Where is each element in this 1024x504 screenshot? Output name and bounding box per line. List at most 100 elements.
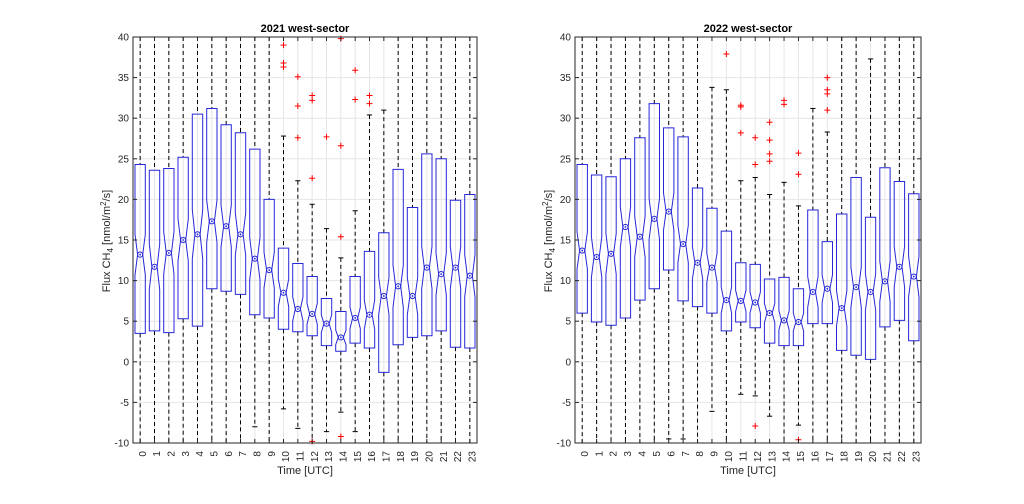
notched-box (292, 263, 304, 333)
x-tick-label: 10 (724, 451, 735, 463)
notched-box (850, 177, 862, 356)
median-dot (225, 225, 228, 228)
median-dot (167, 252, 170, 254)
x-tick-label: 23 (467, 451, 478, 463)
x-tick-label: 17 (381, 451, 392, 463)
median-dot (869, 291, 872, 293)
notched-box (206, 108, 218, 290)
box-5 (206, 37, 218, 443)
x-tick-label: 3 (181, 451, 192, 457)
box-11 (735, 102, 747, 395)
x-tick-label: 5 (209, 451, 220, 457)
box-series (576, 37, 920, 443)
x-tick-label: 2 (609, 451, 620, 457)
outlier-marker (737, 129, 744, 136)
median-marker (137, 251, 144, 258)
median-dot (653, 217, 656, 220)
box-0 (576, 37, 588, 443)
x-tick-label: 6 (224, 451, 235, 457)
x-tick-label: 17 (825, 451, 836, 463)
x-tick-label: 3 (623, 451, 634, 457)
outlier-marker (366, 92, 373, 99)
grid-lines (575, 36, 921, 444)
y-label-unit-a: [nmol/m (543, 206, 555, 248)
box-12 (749, 134, 761, 429)
box-10 (277, 42, 290, 410)
box-4 (191, 37, 204, 443)
median-marker (309, 310, 316, 317)
x-tick-label: 0 (138, 451, 149, 457)
y-tick-label: 35 (118, 73, 130, 84)
median-dot (354, 317, 357, 319)
box-3 (177, 37, 189, 443)
median-marker (423, 264, 430, 271)
median-dot (797, 321, 800, 323)
median-dot (739, 300, 742, 302)
notched-box (349, 276, 361, 344)
notched-box (249, 148, 261, 316)
median-marker (680, 240, 687, 248)
notched-box (177, 156, 189, 320)
outlier-marker (309, 97, 316, 104)
x-tick-label: 1 (594, 451, 605, 457)
box-8 (691, 37, 704, 443)
notched-box (778, 276, 790, 347)
median-marker (237, 231, 244, 238)
outlier-marker (352, 67, 359, 74)
median-marker (838, 305, 845, 312)
median-marker (708, 264, 716, 271)
chart-title: 2021 west-sector (261, 23, 350, 35)
y-label-subscript: 4 (548, 247, 557, 252)
notched-box (634, 137, 646, 301)
median-marker (809, 288, 816, 296)
y-label-superscript: 2 (541, 201, 550, 206)
box-7 (677, 37, 689, 440)
notched-box (576, 164, 588, 314)
box-2 (163, 37, 175, 443)
median-marker (896, 263, 903, 270)
chart-panel-2021: 2021 west-sector Time [UTC] Flux CH4 [nm… (99, 23, 478, 477)
x-tick-label: 18 (396, 451, 407, 463)
y-tick-label: 25 (560, 154, 572, 165)
median-marker (737, 297, 744, 304)
median-marker (352, 314, 359, 322)
x-tick-label: 7 (238, 451, 249, 457)
median-marker (280, 289, 287, 296)
x-tick-label: 22 (897, 451, 908, 463)
box-10 (720, 51, 733, 443)
y-label-main: Flux CH (543, 252, 555, 292)
y-tick-label: 10 (560, 276, 572, 287)
box-8 (249, 37, 261, 428)
x-tick-label: 14 (338, 451, 349, 463)
median-marker (607, 250, 615, 257)
median-marker (694, 259, 701, 266)
box-1 (590, 37, 603, 443)
median-marker (853, 283, 860, 291)
box-series (134, 35, 476, 445)
outlier-marker (824, 74, 831, 81)
median-dot (826, 287, 829, 290)
median-marker (194, 231, 201, 238)
y-tick-label: -10 (115, 439, 130, 450)
box-21 (435, 37, 447, 443)
notched-box (392, 168, 404, 346)
x-tick-label: 7 (681, 451, 692, 457)
box-18 (836, 37, 848, 443)
y-tick-label: 0 (565, 357, 571, 368)
median-marker (665, 208, 672, 215)
median-dot (725, 299, 728, 301)
outlier-marker (752, 422, 759, 429)
box-16 (807, 107, 819, 443)
x-tick-label: 12 (753, 451, 764, 463)
y-label-unit-b: /s] (101, 190, 113, 202)
chart-panel-2022: 2022 west-sector Time [UTC] Flux CH4 [nm… (541, 23, 922, 477)
box-13 (763, 119, 776, 417)
median-marker (452, 264, 459, 271)
outlier-marker (766, 150, 773, 157)
notched-box (605, 176, 617, 326)
x-tick-label: 18 (839, 451, 850, 463)
notched-box (792, 288, 805, 347)
notched-box (619, 158, 632, 319)
